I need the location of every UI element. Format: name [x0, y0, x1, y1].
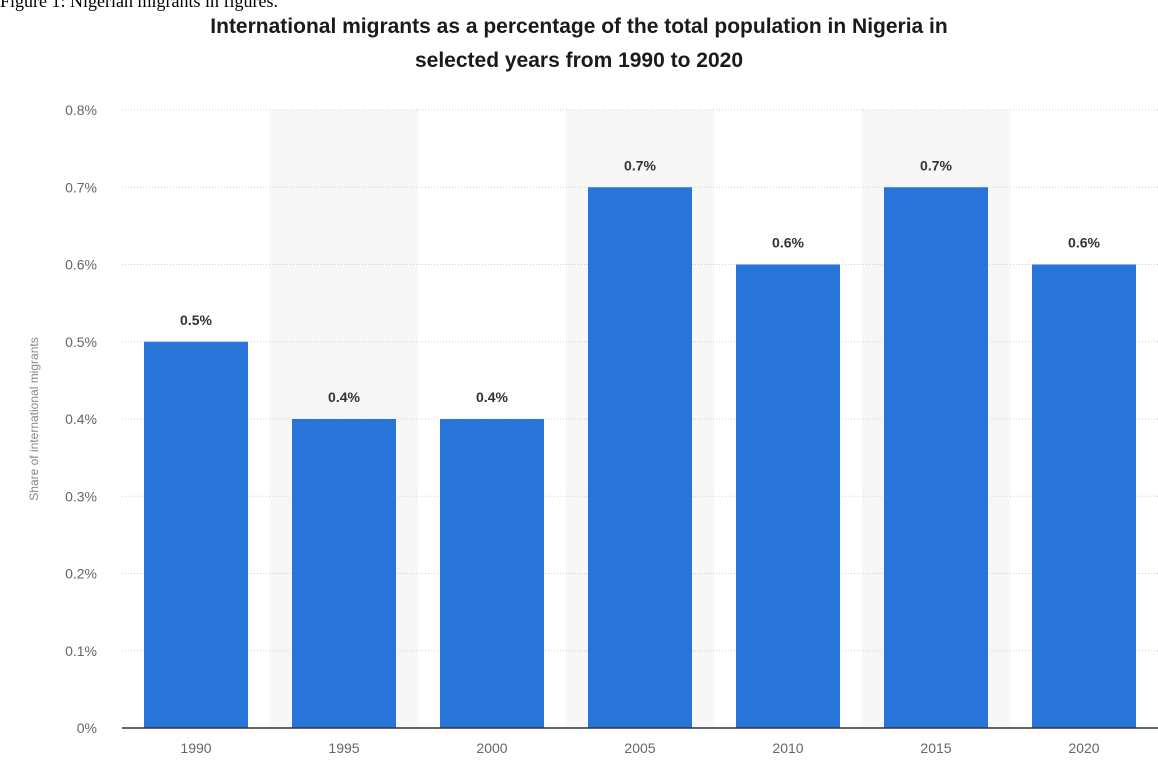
y-tick-label: 0.5%	[65, 334, 97, 350]
bar	[588, 187, 692, 728]
chart-title-line-2: selected years from 1990 to 2020	[414, 49, 744, 72]
bar	[736, 264, 840, 728]
x-tick-label: 1995	[328, 740, 359, 756]
data-label: 0.7%	[920, 157, 952, 173]
x-tick-label: 2020	[1068, 740, 1099, 756]
y-tick-label: 0.6%	[65, 257, 97, 273]
data-labels: 0.5% 0.4% 0.4% 0.7% 0.6% 0.7% 0.6%	[180, 157, 1100, 405]
data-label: 0.4%	[328, 389, 360, 405]
bar	[144, 341, 248, 728]
y-tick-label: 0.2%	[65, 566, 97, 582]
bar	[1032, 264, 1136, 728]
figure-caption: Figure 1: Nigerian migrants in figures.	[0, 0, 278, 11]
y-tick-label: 0.7%	[65, 179, 97, 195]
bar	[884, 187, 988, 728]
y-axis-tick-labels: 0% 0.1% 0.2% 0.3% 0.4% 0.5% 0.6% 0.7% 0.8%	[65, 102, 97, 736]
data-label: 0.6%	[1068, 235, 1100, 251]
y-tick-label: 0%	[77, 720, 97, 736]
chart-title-line-1: International migrants as a percentage o…	[210, 15, 948, 38]
y-tick-label: 0.3%	[65, 488, 97, 504]
y-tick-label: 0.8%	[65, 102, 97, 118]
x-axis-tick-labels: 1990 1995 2000 2005 2010 2015 2020	[180, 740, 1099, 756]
x-tick-label: 2000	[476, 740, 507, 756]
data-label: 0.6%	[772, 235, 804, 251]
x-tick-label: 1990	[180, 740, 211, 756]
data-label: 0.4%	[476, 389, 508, 405]
data-label: 0.5%	[180, 312, 212, 328]
chart-title: International migrants as a percentage o…	[0, 10, 1158, 78]
bar	[292, 419, 396, 728]
y-tick-label: 0.4%	[65, 411, 97, 427]
x-tick-label: 2015	[920, 740, 951, 756]
x-tick-label: 2005	[624, 740, 655, 756]
bars	[144, 187, 1136, 728]
data-label: 0.7%	[624, 157, 656, 173]
x-tick-label: 2010	[772, 740, 803, 756]
y-tick-label: 0.1%	[65, 643, 97, 659]
bar	[440, 419, 544, 728]
y-axis-title: Share of international migrants	[27, 337, 41, 500]
